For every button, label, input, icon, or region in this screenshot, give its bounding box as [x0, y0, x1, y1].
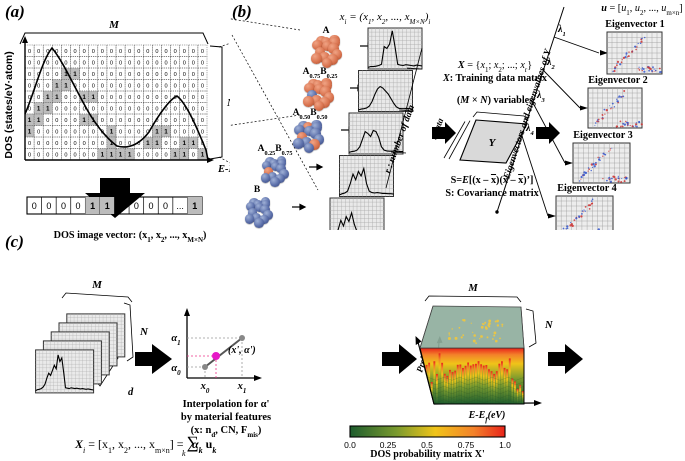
- svg-text:0: 0: [119, 201, 124, 211]
- svg-text:0: 0: [46, 201, 51, 211]
- svg-text:1: 1: [90, 201, 95, 211]
- svg-text:1: 1: [192, 201, 197, 211]
- svg-text:...: ...: [176, 201, 184, 211]
- svg-text:0: 0: [32, 201, 37, 211]
- svg-text:1: 1: [105, 201, 110, 211]
- svg-text:0: 0: [61, 201, 66, 211]
- svg-text:0: 0: [163, 201, 168, 211]
- svg-text:0: 0: [148, 201, 153, 211]
- svg-text:0: 0: [76, 201, 81, 211]
- svg-text:0: 0: [134, 201, 139, 211]
